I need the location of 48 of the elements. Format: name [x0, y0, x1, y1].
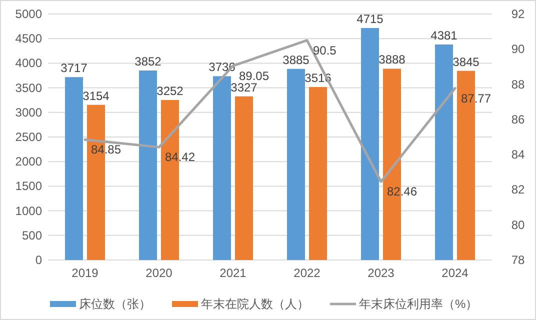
- data-label: 3888: [378, 52, 406, 67]
- bar: [309, 87, 327, 260]
- legend-label: 年末床位利用率（%）: [359, 297, 478, 311]
- y2-tick-label: 90: [511, 42, 525, 56]
- data-label: 4381: [430, 28, 458, 42]
- y2-tick-label: 82: [511, 182, 525, 197]
- bar: [139, 70, 157, 260]
- y2-tick-label: 84: [511, 148, 525, 162]
- data-label: 3845: [452, 54, 480, 69]
- y-tick-label: 2500: [15, 130, 42, 144]
- y-tick-label: 3000: [15, 105, 42, 120]
- bar: [235, 96, 253, 260]
- bar: [65, 77, 83, 260]
- y-tick-label: 5000: [15, 7, 42, 21]
- data-label: 3327: [230, 80, 258, 94]
- y-tick-label: 4500: [15, 32, 42, 46]
- x-tick-label: 2022: [294, 266, 321, 280]
- y-tick-label: 0: [35, 253, 42, 267]
- bar: [213, 76, 231, 260]
- data-label: 89.05: [239, 68, 270, 83]
- y2-tick-label: 80: [511, 218, 525, 232]
- y2-tick-label: 78: [511, 253, 525, 267]
- y-tick-label: 1500: [15, 179, 42, 194]
- y-tick-label: 4000: [15, 56, 42, 70]
- y-tick-label: 500: [22, 228, 42, 242]
- x-tick-label: 2019: [72, 266, 99, 280]
- data-label: 3885: [282, 52, 310, 67]
- x-tick-label: 2021: [220, 266, 247, 280]
- y-tick-label: 3500: [15, 80, 42, 95]
- y2-tick-label: 86: [511, 112, 525, 126]
- legend-label: 床位数（张）: [79, 297, 151, 311]
- data-label: 4715: [356, 12, 384, 26]
- x-tick-label: 2024: [442, 266, 469, 280]
- y2-tick-label: 88: [511, 77, 525, 92]
- data-label: 3154: [82, 88, 110, 103]
- data-label: 3852: [134, 54, 162, 68]
- data-label: 3717: [60, 61, 88, 76]
- y-tick-label: 2000: [15, 154, 42, 169]
- data-label: 3252: [156, 84, 184, 98]
- y-tick-label: 1000: [15, 204, 42, 218]
- bar: [287, 68, 305, 260]
- x-tick-label: 2020: [146, 266, 173, 280]
- y2-tick-label: 92: [511, 7, 525, 21]
- bar: [435, 44, 453, 260]
- legend-label: 年末在院人数（人）: [201, 297, 309, 311]
- data-label: 90.5: [313, 43, 337, 58]
- x-tick-label: 2023: [368, 266, 395, 280]
- bar: [361, 28, 379, 260]
